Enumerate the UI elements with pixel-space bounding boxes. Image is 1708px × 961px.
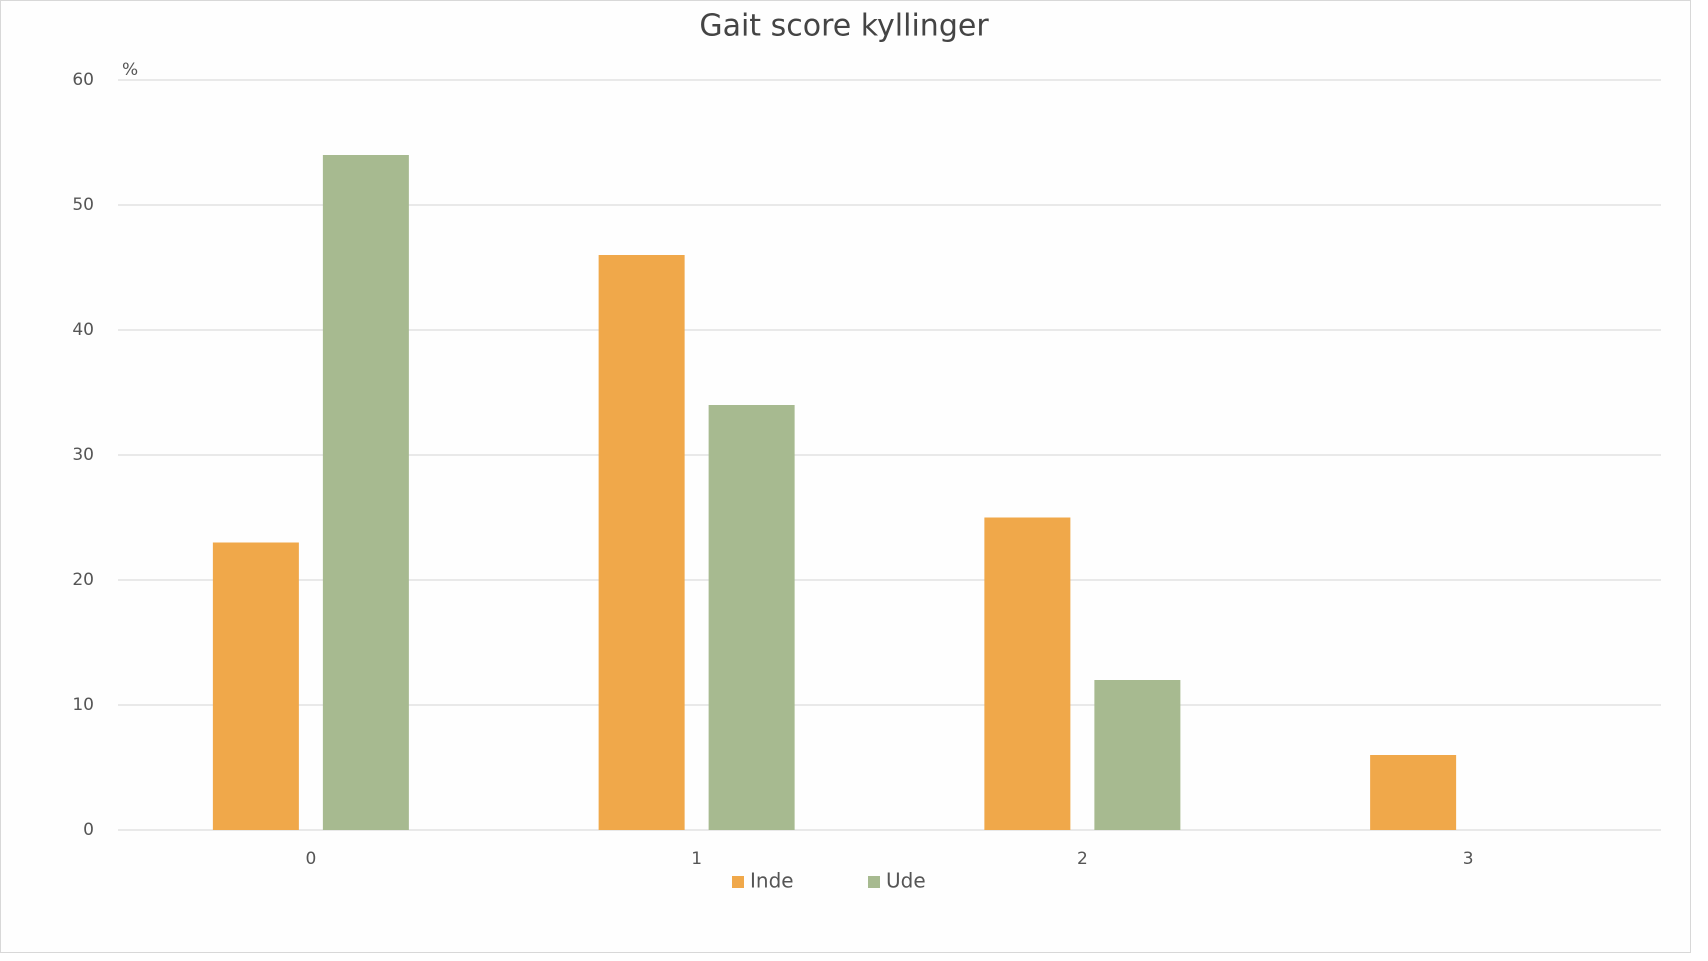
bar (212, 542, 299, 830)
y-tick-label: 20 (72, 570, 94, 590)
y-tick-label: 50 (72, 195, 94, 215)
y-tick-label: 60 (72, 70, 94, 90)
y-tick-label: 0 (83, 820, 94, 840)
legend-label: Ude (886, 869, 926, 893)
bar (598, 255, 685, 830)
x-tick-label: 0 (305, 849, 316, 869)
y-tick-label: 10 (72, 695, 94, 715)
y-axis-unit: % (122, 60, 138, 80)
x-tick-label: 2 (1077, 849, 1088, 869)
y-tick-label: 30 (72, 445, 94, 465)
legend-swatch (732, 876, 744, 888)
legend-label: Inde (750, 869, 794, 893)
bar (1370, 755, 1457, 830)
x-tick-label: 1 (691, 849, 702, 869)
legend-swatch (868, 876, 880, 888)
y-tick-label: 40 (72, 320, 94, 340)
x-tick-label: 3 (1463, 849, 1474, 869)
bar (708, 405, 795, 830)
bar (984, 517, 1071, 830)
chart-title: Gait score kyllinger (699, 9, 989, 44)
bar (1094, 680, 1181, 830)
bar (322, 155, 409, 830)
